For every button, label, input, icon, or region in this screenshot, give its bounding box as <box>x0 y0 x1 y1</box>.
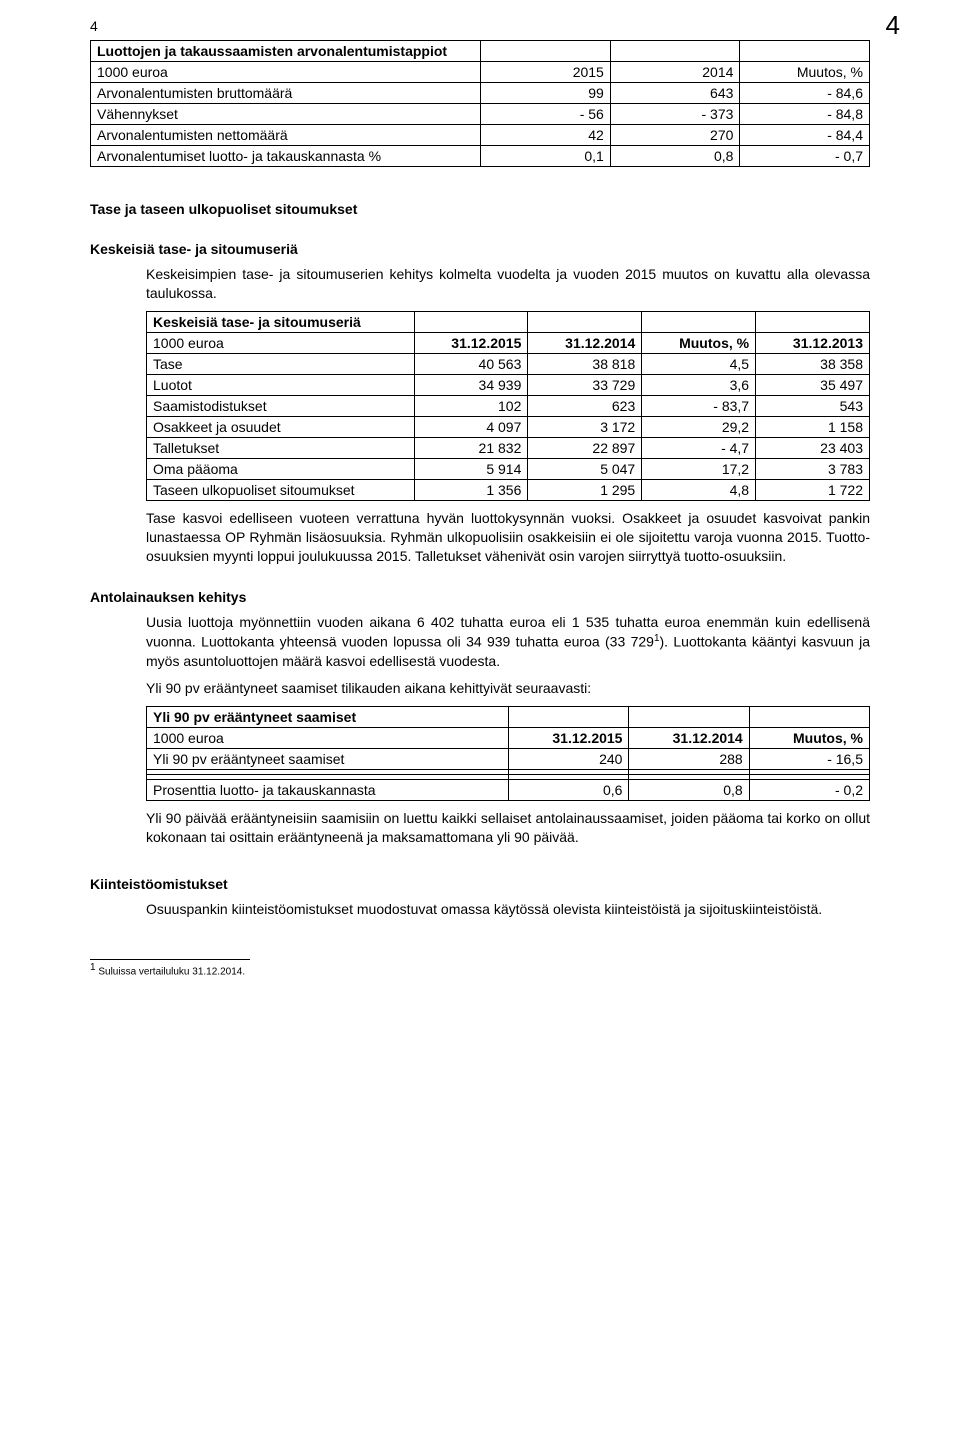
t2-r4c0: Talletukset <box>147 437 415 458</box>
t3-r0c1: 240 <box>509 748 629 769</box>
t2-r3c1: 4 097 <box>414 416 528 437</box>
t1-r2c3: - 84,4 <box>740 125 870 146</box>
t2-r6c1: 1 356 <box>414 479 528 500</box>
t3-h3: Muutos, % <box>749 727 869 748</box>
t2-r6c4: 1 722 <box>756 479 870 500</box>
t2-r5c1: 5 914 <box>414 458 528 479</box>
t2-r0c2: 38 818 <box>528 353 642 374</box>
t1-r3c1: 0,1 <box>481 146 611 167</box>
t2-r4c4: 23 403 <box>756 437 870 458</box>
t2-r1c1: 34 939 <box>414 374 528 395</box>
t2-r1c3: 3,6 <box>642 374 756 395</box>
table-overdue: Yli 90 pv erääntyneet saamiset 1000 euro… <box>146 706 870 801</box>
t1-r1c3: - 84,8 <box>740 104 870 125</box>
table-losses: Luottojen ja takaussaamisten arvonalentu… <box>90 40 870 167</box>
t2-title: Keskeisiä tase- ja sitoumuseriä <box>147 311 415 332</box>
t2-h0: 1000 euroa <box>147 332 415 353</box>
t3-r3c0: Prosenttia luotto- ja takauskannasta <box>147 779 509 800</box>
t3-title: Yli 90 pv erääntyneet saamiset <box>147 706 509 727</box>
t2-r4c3: - 4,7 <box>642 437 756 458</box>
page-num-right: 4 <box>886 10 900 41</box>
t1-r0c3: - 84,6 <box>740 83 870 104</box>
t2-r4c1: 21 832 <box>414 437 528 458</box>
t2-r2c2: 623 <box>528 395 642 416</box>
t2-h1: 31.12.2015 <box>414 332 528 353</box>
t2-r2c1: 102 <box>414 395 528 416</box>
t1-h3: Muutos, % <box>740 62 870 83</box>
t2-r5c3: 17,2 <box>642 458 756 479</box>
para-after-t2: Tase kasvoi edelliseen vuoteen verrattun… <box>146 509 870 566</box>
sectionC-title: Kiinteistöomistukset <box>90 876 870 892</box>
t3-h1: 31.12.2015 <box>509 727 629 748</box>
t2-r5c0: Oma pääoma <box>147 458 415 479</box>
footnote-text: 1 Suluissa vertailuluku 31.12.2014. <box>90 962 870 977</box>
t2-h2: 31.12.2014 <box>528 332 642 353</box>
sectionB-para1: Uusia luottoja myönnettiin vuoden aikana… <box>146 613 870 670</box>
sectionB-para2: Yli 90 pv erääntyneet saamiset tilikaude… <box>146 679 870 698</box>
sectionC-para: Osuuspankin kiinteistöomistukset muodost… <box>146 900 870 919</box>
t1-r0c2: 643 <box>610 83 740 104</box>
t1-h1: 2015 <box>481 62 611 83</box>
t1-r1c1: - 56 <box>481 104 611 125</box>
t2-r0c4: 38 358 <box>756 353 870 374</box>
t1-r3c3: - 0,7 <box>740 146 870 167</box>
t2-r2c0: Saamistodistukset <box>147 395 415 416</box>
t2-r1c4: 35 497 <box>756 374 870 395</box>
t3-r3c2: 0,8 <box>629 779 749 800</box>
t2-r3c0: Osakkeet ja osuudet <box>147 416 415 437</box>
t2-r2c3: - 83,7 <box>642 395 756 416</box>
t2-r3c2: 3 172 <box>528 416 642 437</box>
sectionA-subtitle: Keskeisiä tase- ja sitoumuseriä <box>90 241 870 257</box>
t1-r1c0: Vähennykset <box>91 104 481 125</box>
t2-r3c3: 29,2 <box>642 416 756 437</box>
t3-h0: 1000 euroa <box>147 727 509 748</box>
t1-r2c1: 42 <box>481 125 611 146</box>
t1-title: Luottojen ja takaussaamisten arvonalentu… <box>91 41 481 62</box>
t3-r0c0: Yli 90 pv erääntyneet saamiset <box>147 748 509 769</box>
t2-r0c3: 4,5 <box>642 353 756 374</box>
t3-r3c1: 0,6 <box>509 779 629 800</box>
t1-r3c0: Arvonalentumiset luotto- ja takauskannas… <box>91 146 481 167</box>
t2-r2c4: 543 <box>756 395 870 416</box>
t2-r0c1: 40 563 <box>414 353 528 374</box>
t1-h2: 2014 <box>610 62 740 83</box>
para-after-t3: Yli 90 päivää erääntyneisiin saamisiin o… <box>146 809 870 847</box>
t2-r3c4: 1 158 <box>756 416 870 437</box>
t1-r1c2: - 373 <box>610 104 740 125</box>
t2-r5c2: 5 047 <box>528 458 642 479</box>
t2-h4: 31.12.2013 <box>756 332 870 353</box>
t2-r6c2: 1 295 <box>528 479 642 500</box>
t2-r6c0: Taseen ulkopuoliset sitoumukset <box>147 479 415 500</box>
t1-r3c2: 0,8 <box>610 146 740 167</box>
t2-r6c3: 4,8 <box>642 479 756 500</box>
t1-h0: 1000 euroa <box>91 62 481 83</box>
t3-h2: 31.12.2014 <box>629 727 749 748</box>
t2-r4c2: 22 897 <box>528 437 642 458</box>
sectionA-para: Keskeisimpien tase- ja sitoumuserien keh… <box>146 265 870 303</box>
t2-h3: Muutos, % <box>642 332 756 353</box>
footnote-body: Suluissa vertailuluku 31.12.2014. <box>96 967 246 978</box>
t2-r1c2: 33 729 <box>528 374 642 395</box>
sectionB-title: Antolainauksen kehitys <box>90 589 870 605</box>
table-balance: Keskeisiä tase- ja sitoumuseriä 1000 eur… <box>146 311 870 501</box>
t3-r0c3: - 16,5 <box>749 748 869 769</box>
t3-r3c3: - 0,2 <box>749 779 869 800</box>
t1-r2c0: Arvonalentumisten nettomäärä <box>91 125 481 146</box>
t1-r2c2: 270 <box>610 125 740 146</box>
sectionA-title: Tase ja taseen ulkopuoliset sitoumukset <box>90 201 870 217</box>
t1-r0c1: 99 <box>481 83 611 104</box>
t2-r5c4: 3 783 <box>756 458 870 479</box>
t2-r0c0: Tase <box>147 353 415 374</box>
t3-r0c2: 288 <box>629 748 749 769</box>
page-num-left: 4 <box>90 18 98 34</box>
t1-r0c0: Arvonalentumisten bruttomäärä <box>91 83 481 104</box>
t2-r1c0: Luotot <box>147 374 415 395</box>
